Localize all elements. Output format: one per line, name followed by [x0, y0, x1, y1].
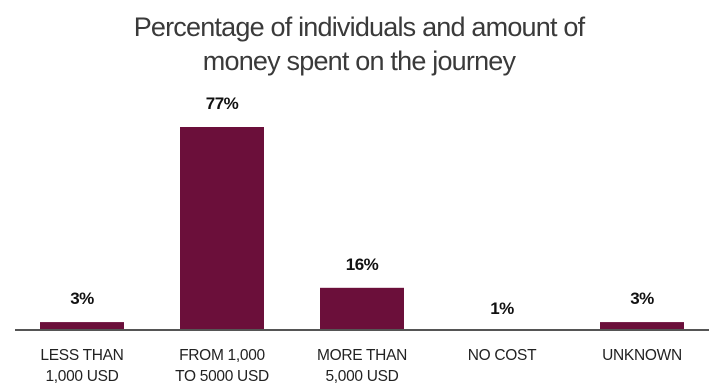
category-label-2-line-0: MORE THAN	[317, 347, 407, 364]
bar-1	[180, 127, 264, 330]
category-label-0-line-0: LESS THAN	[40, 347, 123, 364]
bar-0	[40, 322, 124, 330]
category-label-2-line-1: 5,000 USD	[325, 368, 398, 385]
chart-title-line-2: money spent on the journey	[203, 46, 517, 76]
chart-title: Percentage of individuals and amount of …	[134, 12, 587, 76]
category-label-1-line-0: FROM 1,000	[179, 347, 265, 364]
value-label-4: 3%	[630, 289, 654, 308]
value-label-3: 1%	[490, 299, 514, 318]
value-label-0: 3%	[70, 289, 94, 308]
category-labels: LESS THAN 1,000 USD FROM 1,000 TO 5000 USD M…	[40, 347, 682, 385]
category-label-3-line-0: NO COST	[468, 347, 537, 364]
value-label-2: 16%	[346, 255, 379, 274]
category-label-4-line-0: UNKNOWN	[602, 347, 682, 364]
category-label-1-line-1: TO 5000 USD	[175, 368, 269, 385]
category-label-0-line-1: 1,000 USD	[45, 368, 118, 385]
value-label-1: 77%	[206, 94, 239, 113]
chart-title-line-1: Percentage of individuals and amount of	[134, 12, 586, 42]
bars	[40, 127, 684, 330]
value-labels: 3% 77% 16% 1% 3%	[70, 94, 654, 318]
bar-4	[600, 322, 684, 330]
bar-2	[320, 287, 404, 330]
